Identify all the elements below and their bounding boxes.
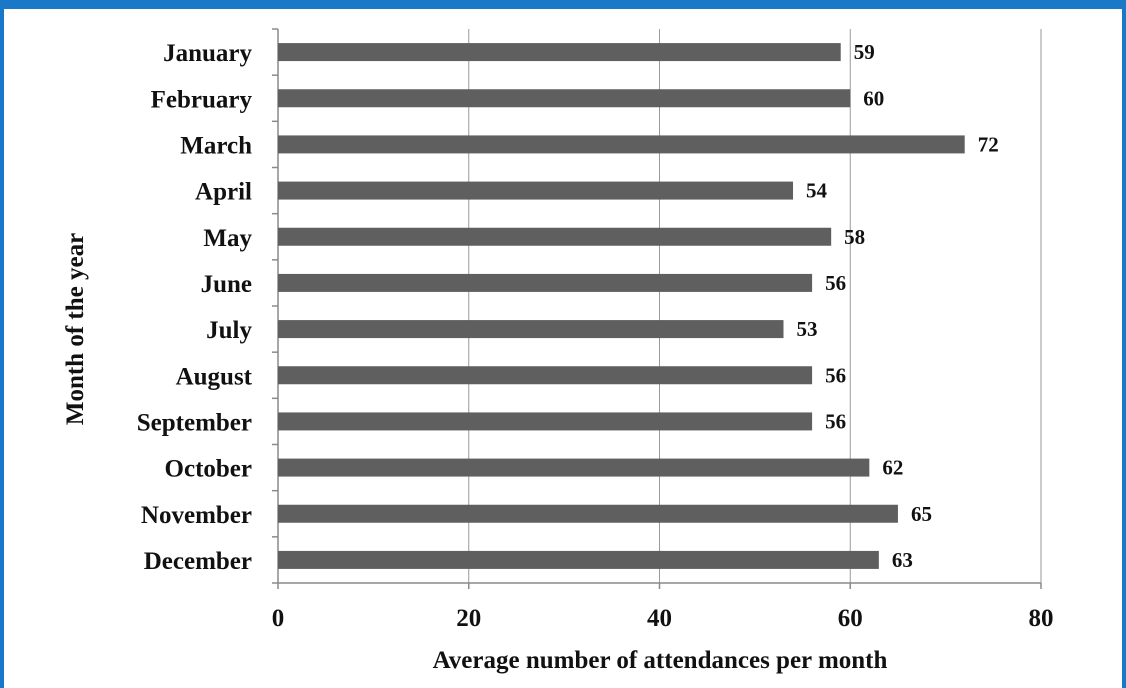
data-label: 65 — [911, 502, 932, 526]
bar-may — [278, 227, 832, 246]
category-label: February — [151, 86, 253, 113]
category-label: April — [195, 179, 252, 206]
data-label: 63 — [892, 548, 913, 572]
category-label: March — [180, 132, 252, 159]
y-axis-title: Month of the year — [62, 233, 89, 425]
bar-april — [278, 181, 794, 200]
bar-february — [278, 89, 851, 108]
bar-september — [278, 412, 813, 431]
data-label: 54 — [806, 179, 828, 203]
x-axis-title: Average number of attendances per month — [433, 647, 888, 674]
labels: 0 20 40 60 80 January 59 February 60 March 72 April… — [137, 40, 1054, 632]
bar-january — [278, 43, 841, 62]
category-label: May — [203, 225, 252, 252]
category-label: December — [144, 548, 252, 575]
bar-october — [278, 458, 870, 477]
x-tick-label: 80 — [1029, 605, 1054, 632]
category-label: October — [165, 456, 252, 483]
x-tick-label: 0 — [272, 605, 285, 632]
data-label: 56 — [825, 363, 846, 387]
data-label: 62 — [882, 456, 903, 480]
bar-november — [278, 504, 898, 523]
axes — [272, 28, 1042, 589]
bar-july — [278, 320, 784, 339]
bar-december — [278, 550, 879, 569]
bar-august — [278, 366, 813, 385]
x-tick-label: 40 — [647, 605, 672, 632]
data-label: 72 — [978, 132, 999, 156]
data-label: 60 — [863, 86, 884, 110]
x-tick-label: 60 — [838, 605, 863, 632]
data-label: 53 — [796, 317, 817, 341]
category-label: September — [137, 409, 252, 436]
grid-lines — [468, 29, 1042, 583]
data-label: 58 — [844, 225, 865, 249]
data-label: 56 — [825, 409, 846, 433]
bar-march — [278, 135, 965, 154]
category-label: June — [201, 271, 252, 298]
x-tick-label: 20 — [456, 605, 481, 632]
category-label: November — [141, 502, 252, 529]
data-label: 59 — [854, 40, 875, 64]
category-label: July — [206, 317, 252, 344]
category-label: January — [163, 40, 252, 67]
bar-june — [278, 273, 813, 292]
data-label: 56 — [825, 271, 846, 295]
category-label: August — [176, 363, 253, 390]
bars — [278, 43, 965, 569]
